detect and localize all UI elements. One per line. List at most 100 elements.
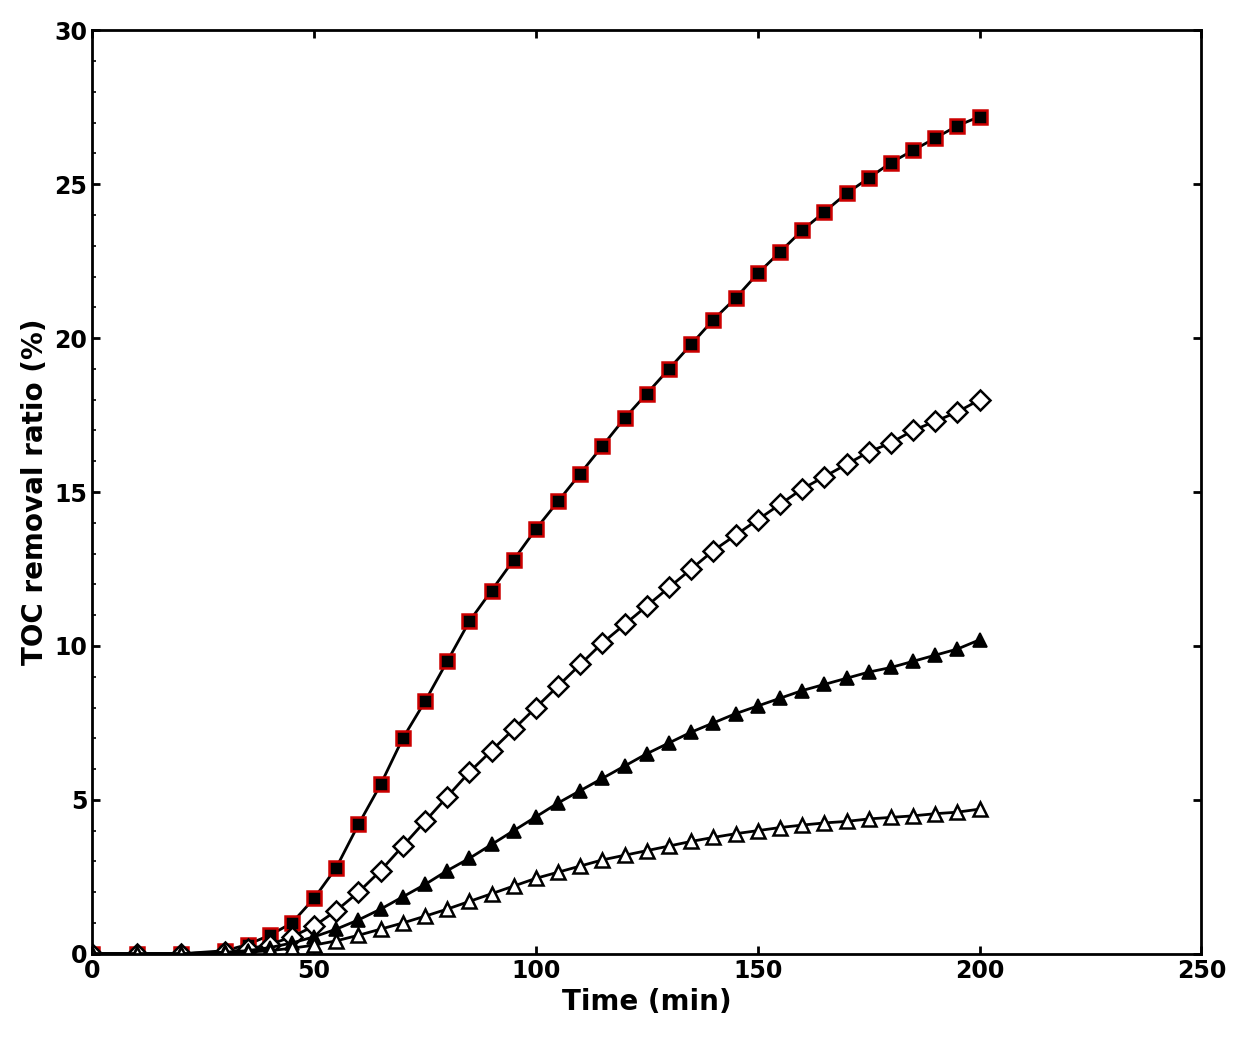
- CV: [307, 892, 322, 904]
- MG: [529, 811, 544, 823]
- MB: [772, 821, 787, 834]
- MB: [284, 942, 299, 954]
- Rb: [728, 529, 743, 541]
- MG: [617, 760, 632, 773]
- CV: [572, 468, 587, 480]
- MG: [461, 852, 476, 865]
- MB: [395, 917, 410, 929]
- MG: [595, 773, 610, 785]
- CV: [440, 655, 455, 668]
- CV: [706, 313, 721, 326]
- MG: [329, 923, 344, 935]
- MG: [706, 717, 721, 729]
- MB: [817, 817, 832, 830]
- Line: MG: MG: [85, 633, 986, 960]
- MG: [772, 692, 787, 704]
- MG: [973, 634, 988, 646]
- MB: [640, 844, 655, 857]
- MG: [551, 796, 566, 809]
- Rb: [484, 745, 499, 757]
- MB: [572, 860, 587, 872]
- MB: [329, 934, 344, 947]
- MB: [728, 828, 743, 840]
- Rb: [883, 437, 898, 449]
- CV: [928, 132, 943, 144]
- MG: [572, 784, 587, 796]
- Rb: [85, 948, 100, 960]
- MB: [440, 903, 455, 916]
- Rb: [928, 415, 943, 427]
- CV: [551, 495, 566, 507]
- MB: [173, 948, 188, 960]
- CV: [728, 291, 743, 304]
- MB: [418, 910, 433, 923]
- MB: [373, 923, 388, 935]
- MG: [883, 662, 898, 674]
- Rb: [772, 498, 787, 510]
- MG: [506, 824, 521, 837]
- Rb: [284, 930, 299, 943]
- CV: [262, 929, 277, 942]
- MB: [973, 803, 988, 815]
- CV: [794, 224, 809, 236]
- MG: [794, 684, 809, 697]
- CV: [395, 732, 410, 745]
- MB: [928, 808, 943, 820]
- CV: [950, 119, 965, 132]
- CV: [683, 338, 698, 351]
- CV: [373, 778, 388, 790]
- CV: [85, 948, 100, 960]
- MG: [350, 914, 365, 926]
- CV: [218, 945, 233, 957]
- Rb: [683, 563, 698, 576]
- CV: [130, 948, 145, 960]
- Rb: [506, 723, 521, 735]
- MG: [728, 707, 743, 720]
- MB: [683, 835, 698, 847]
- MB: [862, 813, 877, 825]
- MG: [683, 726, 698, 738]
- Rb: [905, 424, 920, 437]
- Rb: [307, 920, 322, 932]
- Rb: [839, 458, 854, 471]
- MB: [218, 947, 233, 959]
- MB: [506, 879, 521, 892]
- MB: [241, 946, 256, 958]
- CV: [506, 554, 521, 566]
- CV: [862, 172, 877, 185]
- MG: [395, 891, 410, 903]
- Rb: [173, 948, 188, 960]
- MB: [85, 948, 100, 960]
- Rb: [751, 513, 766, 526]
- MG: [284, 936, 299, 949]
- CV: [839, 188, 854, 200]
- MG: [173, 948, 188, 960]
- Rb: [529, 701, 544, 713]
- Rb: [350, 886, 365, 898]
- MB: [706, 832, 721, 844]
- Rb: [572, 658, 587, 671]
- CV: [529, 523, 544, 535]
- CV: [241, 938, 256, 951]
- Rb: [973, 393, 988, 405]
- MG: [862, 666, 877, 678]
- CV: [329, 862, 344, 874]
- Rb: [241, 943, 256, 955]
- MB: [484, 888, 499, 900]
- MB: [617, 849, 632, 862]
- Rb: [262, 938, 277, 951]
- MG: [839, 672, 854, 684]
- MB: [794, 819, 809, 832]
- CV: [284, 917, 299, 929]
- MB: [662, 840, 677, 852]
- MG: [640, 748, 655, 760]
- Rb: [218, 946, 233, 958]
- MG: [928, 649, 943, 662]
- Rb: [662, 582, 677, 594]
- Line: CV: CV: [85, 110, 986, 960]
- CV: [350, 818, 365, 831]
- Y-axis label: TOC removal ratio (%): TOC removal ratio (%): [21, 318, 49, 666]
- CV: [973, 110, 988, 122]
- MB: [551, 866, 566, 878]
- Rb: [950, 405, 965, 418]
